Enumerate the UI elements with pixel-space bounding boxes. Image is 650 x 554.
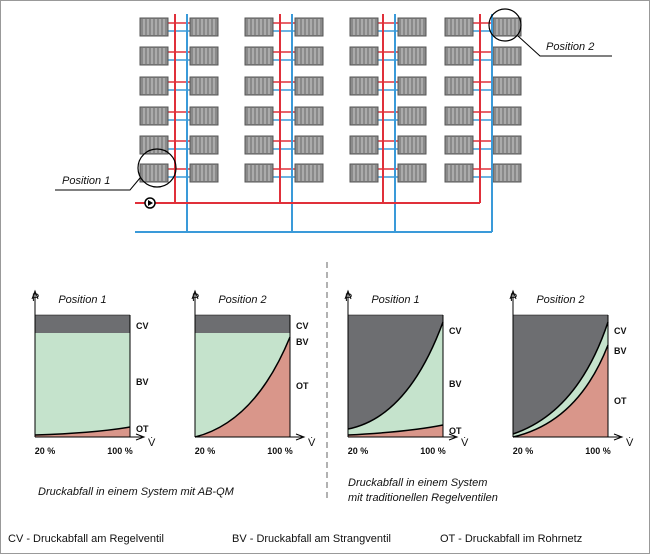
- frame: [1, 1, 650, 554]
- axis-label: P: [510, 292, 517, 304]
- area-label: BV: [614, 346, 627, 356]
- area-label: CV: [449, 326, 462, 336]
- diagram-title: Position 1: [58, 294, 106, 306]
- legend-item: BV - Druckabfall am Strangventil: [232, 533, 391, 545]
- caption-right: Druckabfall in einem System: [348, 477, 487, 489]
- area-cv: [195, 315, 290, 333]
- axis-label: P: [192, 292, 199, 304]
- x-tick-label: 20 %: [348, 446, 369, 456]
- area-label: CV: [296, 321, 309, 331]
- x-tick-label: 100 %: [585, 446, 611, 456]
- area-bv: [35, 315, 130, 437]
- area-label: BV: [136, 377, 149, 387]
- area-label: OT: [136, 424, 149, 434]
- legend-item: OT - Druckabfall im Rohrnetz: [440, 533, 582, 545]
- area-label: OT: [449, 426, 462, 436]
- caption-left: Druckabfall in einem System mit AB-QM: [38, 486, 235, 498]
- x-tick-label: 100 %: [420, 446, 446, 456]
- area-label: BV: [449, 379, 462, 389]
- area-cv: [35, 315, 130, 333]
- position-label: Position 2: [546, 41, 594, 53]
- axis-label: V̇: [461, 436, 469, 449]
- axis-label: V̇: [626, 436, 634, 449]
- area-label: CV: [136, 321, 149, 331]
- diagram-title: Position 1: [371, 294, 419, 306]
- x-tick-label: 20 %: [513, 446, 534, 456]
- area-label: CV: [614, 326, 627, 336]
- axis-label: P: [32, 292, 39, 304]
- area-label: OT: [296, 381, 309, 391]
- axis-label: V̇: [308, 436, 316, 449]
- legend-item: CV - Druckabfall am Regelventil: [8, 533, 164, 545]
- axis-label: P: [345, 292, 352, 304]
- area-label: BV: [296, 337, 309, 347]
- figure: Position 1Position 2 PPosition 1CVBVOTV̇…: [0, 0, 650, 554]
- position-label: Position 1: [62, 175, 110, 187]
- caption-right: mit traditionellen Regelventilen: [348, 492, 498, 504]
- diagram-title: Position 2: [536, 294, 584, 306]
- axis-label: V̇: [148, 436, 156, 449]
- area-label: OT: [614, 396, 627, 406]
- x-tick-label: 20 %: [195, 446, 216, 456]
- diagram-title: Position 2: [218, 294, 266, 306]
- x-tick-label: 20 %: [35, 446, 56, 456]
- x-tick-label: 100 %: [267, 446, 293, 456]
- x-tick-label: 100 %: [107, 446, 133, 456]
